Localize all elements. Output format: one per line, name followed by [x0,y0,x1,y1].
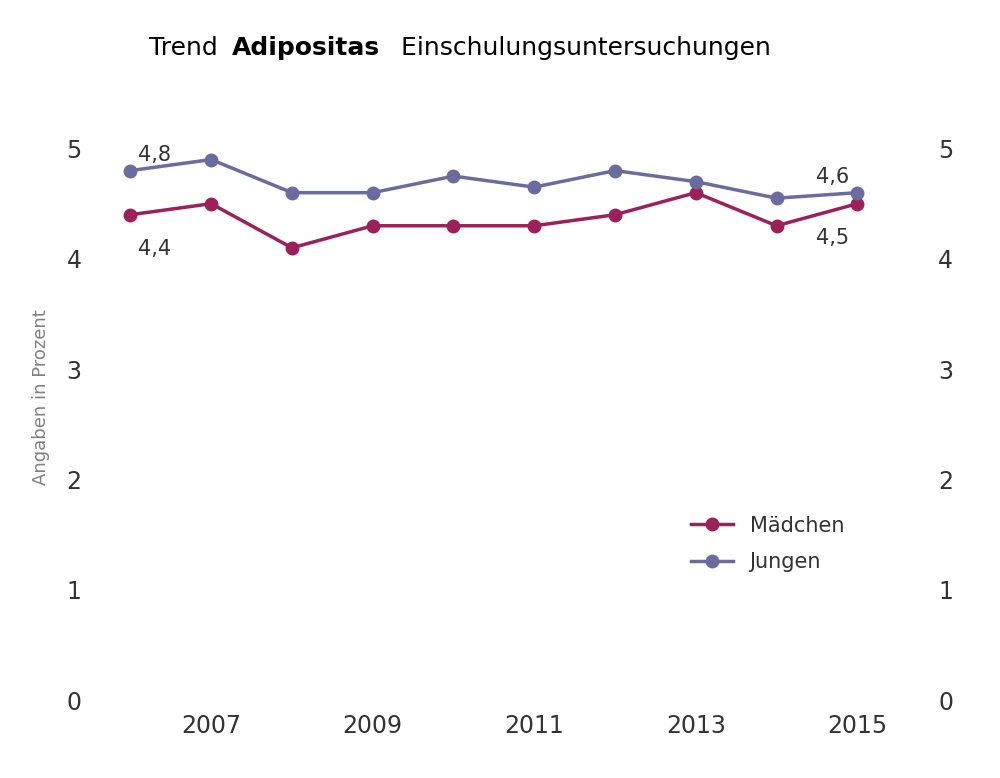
Text: Adipositas: Adipositas [232,36,380,60]
Text: 4,6: 4,6 [816,167,849,187]
Mädchen [124,210,136,219]
Text: Einschulungsuntersuchungen: Einschulungsuntersuchungen [393,36,770,60]
Line: Jungen: Jungen [124,153,864,205]
Mädchen [690,188,702,198]
Text: 4,8: 4,8 [138,145,171,165]
Line: Mädchen: Mädchen [124,187,864,254]
Jungen [367,188,379,198]
Mädchen [851,199,863,209]
Mädchen [609,210,621,219]
Jungen [609,166,621,175]
Mädchen [771,221,783,230]
Jungen [205,155,217,164]
Jungen [447,171,459,180]
Mädchen [447,221,459,230]
Mädchen [286,244,298,253]
Text: Trend: Trend [149,36,226,60]
Mädchen [528,221,540,230]
Jungen [528,183,540,192]
Y-axis label: Angaben in Prozent: Angaben in Prozent [32,309,50,485]
Jungen [851,188,863,198]
Jungen [690,177,702,186]
Jungen [286,188,298,198]
Jungen [771,194,783,203]
Jungen [124,166,136,175]
Mädchen [367,221,379,230]
Legend: Mädchen, Jungen: Mädchen, Jungen [683,507,852,580]
Text: 4,5: 4,5 [816,228,849,248]
Mädchen [205,199,217,209]
Text: 4,4: 4,4 [138,239,172,259]
